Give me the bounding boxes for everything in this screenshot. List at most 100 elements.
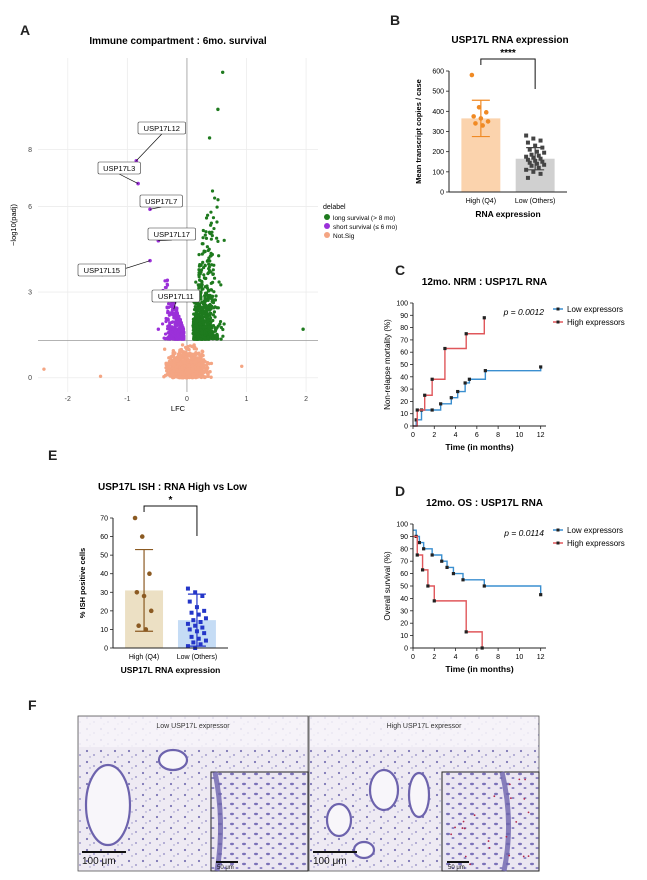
panel-a-ytick-label: 0 bbox=[28, 375, 32, 382]
gene-label-connector bbox=[119, 173, 139, 184]
ish-signal-dot bbox=[523, 797, 526, 800]
data-point bbox=[141, 593, 147, 599]
volcano-point-nonsig bbox=[196, 363, 201, 367]
volcano-point-long bbox=[203, 309, 207, 313]
volcano-point-long bbox=[212, 276, 217, 280]
data-point bbox=[185, 621, 190, 626]
x-tick-label: 10 bbox=[516, 432, 524, 439]
gene-label-text: USP17L15 bbox=[84, 266, 120, 275]
legend-swatch-marker bbox=[556, 320, 560, 324]
volcano-point-long bbox=[204, 236, 209, 240]
y-tick-label: 100 bbox=[396, 522, 408, 529]
km-censor-mark bbox=[439, 402, 443, 406]
x-tick-label: 4 bbox=[454, 654, 458, 661]
ish-signal-dot bbox=[527, 811, 530, 814]
gene-label-text: USP17L12 bbox=[144, 124, 180, 133]
volcano-point-long bbox=[206, 213, 210, 217]
volcano-point-long bbox=[209, 270, 213, 274]
volcano-point-short bbox=[174, 309, 179, 313]
volcano-point-nonsig bbox=[180, 370, 184, 374]
volcano-point-short bbox=[168, 337, 172, 341]
volcano-point-nonsig bbox=[209, 361, 214, 366]
volcano-point-long bbox=[207, 311, 211, 316]
volcano-point-short bbox=[177, 329, 181, 333]
data-point bbox=[527, 147, 532, 152]
panel-f-micrographs: Low USP17L expressor 50 μm 100 μm High USP1… bbox=[77, 715, 540, 872]
km-censor-mark bbox=[414, 418, 418, 422]
volcano-point-long bbox=[209, 254, 213, 258]
volcano-point-short bbox=[178, 322, 182, 326]
x-tick-label: 12 bbox=[537, 654, 545, 661]
km-curve-high bbox=[413, 535, 483, 648]
inset-scale-label: 50 μm bbox=[217, 865, 234, 871]
volcano-point-long bbox=[210, 332, 214, 336]
volcano-point-nonsig bbox=[167, 356, 171, 360]
volcano-point-short bbox=[167, 334, 171, 339]
volcano-point-long bbox=[215, 236, 219, 240]
volcano-point-nonsig bbox=[186, 367, 191, 371]
volcano-point-short bbox=[166, 309, 170, 313]
volcano-point-short bbox=[165, 305, 169, 309]
volcano-point-long bbox=[203, 233, 207, 237]
y-tick-label: 0 bbox=[440, 190, 444, 197]
volcano-point-long bbox=[203, 325, 207, 329]
volcano-point-short bbox=[163, 285, 168, 290]
ish-signal-dot bbox=[493, 795, 496, 798]
volcano-point-nonsig bbox=[188, 375, 192, 379]
data-point bbox=[194, 605, 199, 610]
data-point bbox=[198, 620, 203, 624]
km-censor-mark bbox=[456, 389, 460, 394]
gene-label-connector bbox=[173, 301, 177, 310]
micrograph-background-area bbox=[310, 717, 538, 747]
panel-a-plot-bg bbox=[38, 58, 318, 392]
volcano-point-long bbox=[199, 291, 203, 295]
volcano-point-outlier bbox=[42, 367, 46, 371]
volcano-point-long bbox=[201, 287, 205, 291]
micrograph-inset bbox=[441, 771, 540, 872]
y-tick-label: 200 bbox=[432, 149, 444, 156]
y-tick-label: 80 bbox=[400, 546, 408, 553]
volcano-point-nonsig bbox=[192, 343, 196, 347]
data-point bbox=[134, 589, 140, 595]
data-point bbox=[139, 534, 145, 539]
volcano-point-long bbox=[197, 318, 201, 322]
volcano-point-long bbox=[197, 286, 201, 290]
data-point bbox=[187, 599, 192, 604]
y-tick-label: 90 bbox=[400, 534, 408, 541]
volcano-point-long bbox=[211, 323, 216, 328]
scale-bar bbox=[82, 851, 126, 853]
km-censor-mark bbox=[482, 584, 486, 588]
micrograph-background-area bbox=[79, 717, 307, 747]
data-point bbox=[148, 608, 154, 614]
volcano-point-nonsig bbox=[200, 349, 204, 353]
volcano-point-short bbox=[166, 302, 171, 306]
volcano-point-nonsig bbox=[196, 352, 201, 356]
gene-label-box bbox=[77, 263, 126, 277]
volcano-point-long bbox=[202, 273, 206, 277]
volcano-point-nonsig bbox=[180, 365, 184, 370]
km-censor-mark bbox=[420, 568, 425, 572]
y-tick-label: 0 bbox=[404, 424, 408, 431]
volcano-point-long bbox=[194, 314, 198, 318]
e-title: USP17L ISH : RNA High vs Low bbox=[98, 482, 247, 493]
volcano-point-short bbox=[182, 337, 186, 341]
x-tick-label: 6 bbox=[475, 432, 479, 439]
volcano-point-long bbox=[213, 329, 217, 333]
ish-signal-dot bbox=[462, 820, 465, 823]
volcano-point-nonsig bbox=[182, 364, 187, 368]
gene-label-text: USP17L7 bbox=[145, 197, 177, 206]
x-axis-title: USP17L RNA expression bbox=[121, 665, 221, 675]
category-label: Low (Others) bbox=[515, 198, 555, 205]
panel-a-ytick-label: 6 bbox=[28, 204, 32, 211]
volcano-point-long bbox=[195, 323, 199, 328]
inset-scale-bar bbox=[447, 861, 469, 863]
volcano-point-nonsig bbox=[200, 352, 204, 357]
volcano-point-long bbox=[211, 301, 216, 305]
data-point bbox=[185, 586, 190, 591]
y-tick-label: 500 bbox=[432, 89, 444, 96]
volcano-point-long bbox=[201, 236, 205, 240]
volcano-point-long bbox=[207, 262, 211, 266]
gene-label-box bbox=[137, 121, 186, 135]
data-point bbox=[471, 114, 476, 119]
